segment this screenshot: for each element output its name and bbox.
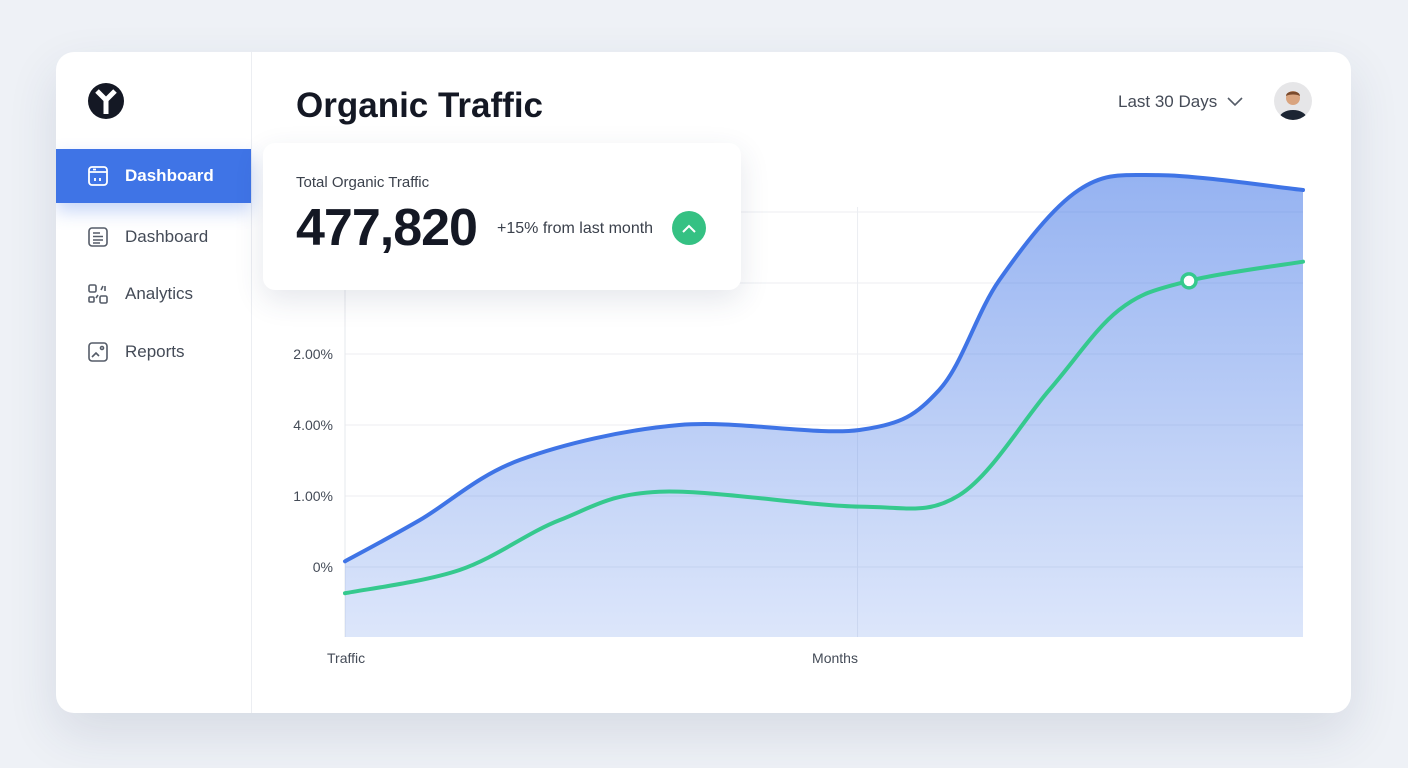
y-axis-label: Traffic bbox=[327, 650, 365, 666]
document-icon bbox=[87, 226, 109, 248]
chevron-up-icon bbox=[682, 224, 696, 233]
date-range-dropdown[interactable]: Last 30 Days bbox=[1118, 92, 1243, 112]
series-area bbox=[345, 174, 1303, 637]
sidebar-item-label: Dashboard bbox=[125, 227, 209, 246]
app-window: Dashboard Dashboard Analytics Reports Or… bbox=[56, 52, 1351, 713]
kpi-value: 477,820 bbox=[296, 199, 478, 257]
date-range-label: Last 30 Days bbox=[1118, 92, 1218, 111]
series-line-1 bbox=[343, 259, 1305, 596]
calendar-icon bbox=[87, 165, 109, 187]
sidebar-item-dashboard-2[interactable]: Dashboard bbox=[56, 210, 251, 264]
y-tick-label: 1.00% bbox=[293, 488, 333, 504]
sidebar-item-label: Analytics bbox=[125, 284, 194, 303]
trend-up-badge bbox=[672, 211, 706, 245]
y-tick-label: 0% bbox=[313, 559, 333, 575]
kpi-change: +15% from last month bbox=[497, 220, 654, 237]
avatar[interactable] bbox=[1274, 82, 1312, 120]
sidebar: Dashboard Dashboard Analytics Reports bbox=[56, 52, 252, 713]
sidebar-item-label: Reports bbox=[125, 342, 185, 361]
sidebar-item-label: Dashboard bbox=[125, 166, 214, 185]
grid-icon bbox=[87, 283, 109, 305]
logo-icon bbox=[88, 83, 124, 119]
image-chart-icon bbox=[87, 341, 109, 363]
kpi-label: Total Organic Traffic bbox=[296, 174, 430, 191]
data-point-marker bbox=[1180, 272, 1198, 290]
sidebar-item-dashboard[interactable]: Dashboard bbox=[56, 149, 251, 203]
y-tick-label: 4.00% bbox=[293, 417, 333, 433]
page-title: Organic Traffic bbox=[296, 86, 544, 125]
kpi-card: Total Organic Traffic 477,820 +15% from … bbox=[263, 143, 741, 290]
series-line-0 bbox=[343, 172, 1305, 564]
sidebar-item-reports[interactable]: Reports bbox=[56, 325, 251, 379]
sidebar-item-analytics[interactable]: Analytics bbox=[56, 267, 251, 321]
y-tick-label: 2.00% bbox=[293, 346, 333, 362]
chevron-down-icon bbox=[1227, 97, 1243, 107]
x-axis-label: Months bbox=[812, 650, 858, 666]
